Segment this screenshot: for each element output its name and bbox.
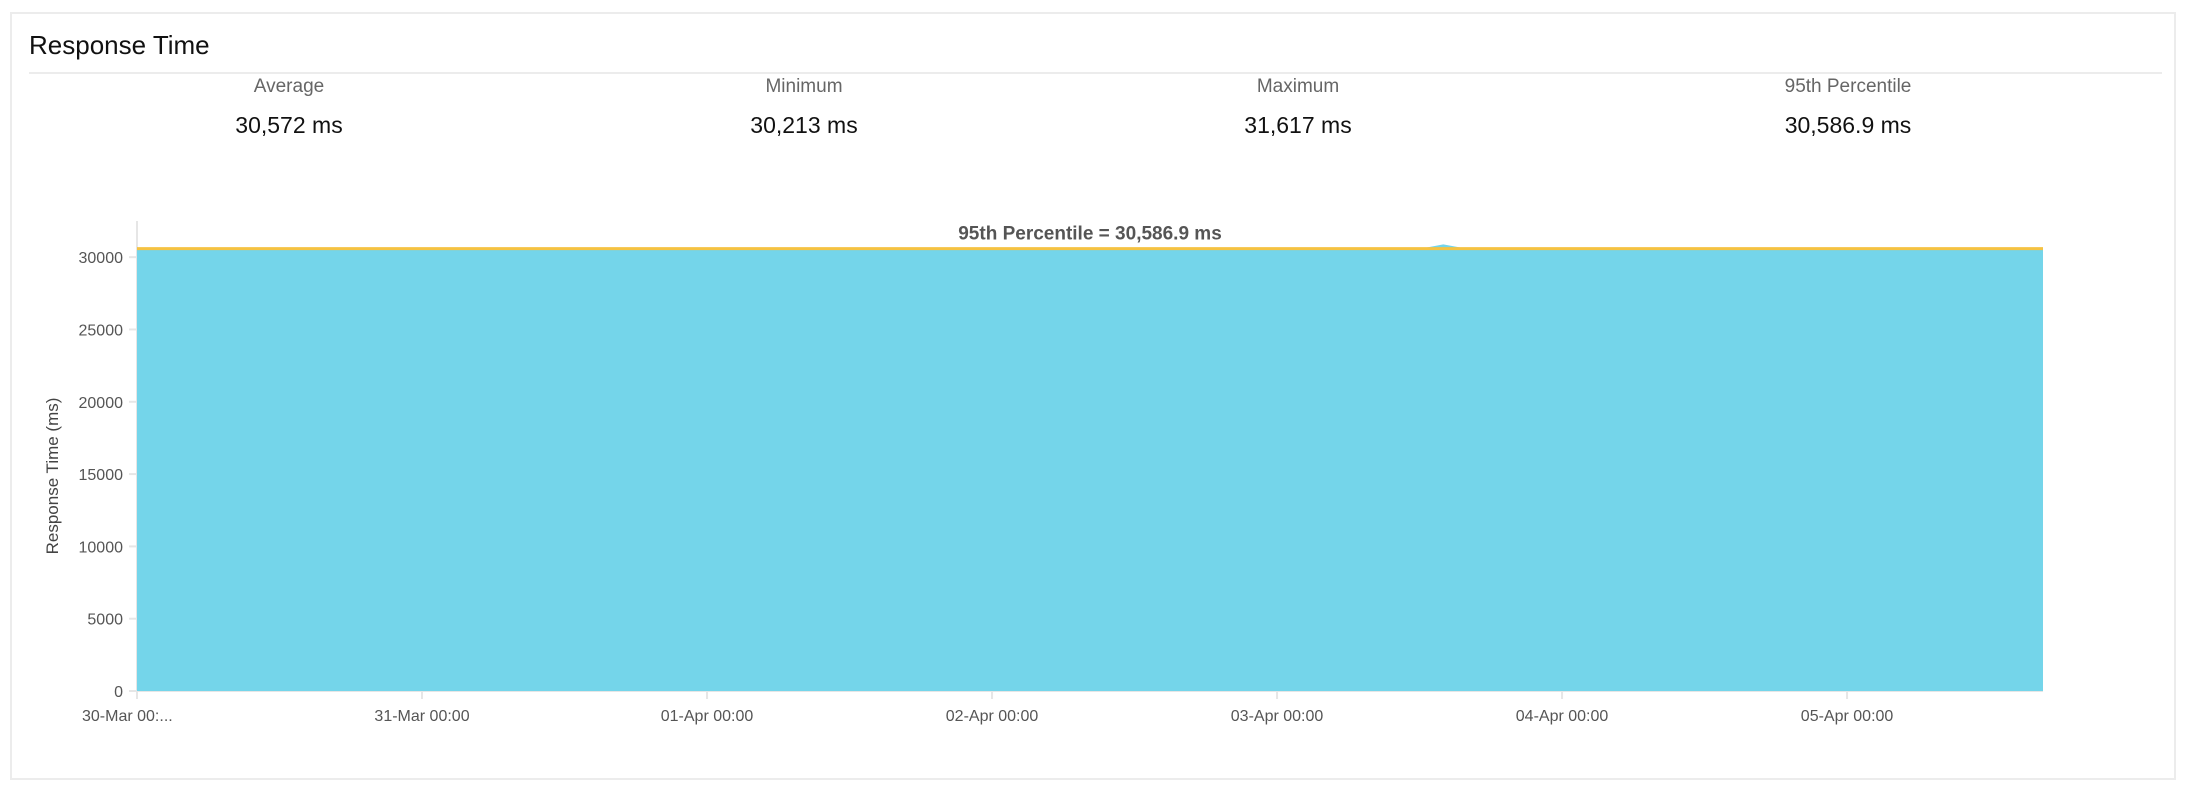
header-divider — [29, 72, 2162, 74]
stat-value: 30,572 ms — [235, 112, 343, 138]
stat-label: Minimum — [765, 76, 843, 97]
stat-label: 95th Percentile — [1784, 76, 1912, 97]
stat-95th-percentile: 95th Percentile 30,586.9 ms — [1598, 76, 2098, 139]
x-tick-label: 03-Apr 00:00 — [1231, 708, 1324, 725]
y-tick-label: 20000 — [79, 395, 124, 412]
x-tick-label: 31-Mar 00:00 — [374, 708, 469, 725]
stat-label: Average — [253, 76, 325, 97]
stat-value: 30,213 ms — [750, 112, 858, 138]
y-tick-label: 5000 — [87, 612, 123, 629]
stat-value: 30,586.9 ms — [1784, 112, 1912, 138]
y-tick-label: 15000 — [79, 467, 124, 484]
y-tick-label: 10000 — [79, 539, 124, 556]
stat-maximum: Maximum 31,617 ms — [1048, 76, 1548, 139]
y-tick-label: 30000 — [79, 250, 124, 267]
stat-value: 31,617 ms — [1244, 112, 1352, 138]
percentile-label: 95th Percentile = 30,586.9 ms — [958, 224, 1222, 245]
y-axis-label: Response Time (ms) — [43, 398, 62, 555]
x-tick-label: 05-Apr 00:00 — [1801, 708, 1894, 725]
card-title: Response Time — [29, 30, 210, 60]
y-tick-label: 0 — [114, 684, 123, 701]
x-tick-label: 30-Mar 00:... — [82, 708, 173, 725]
x-tick-label: 02-Apr 00:00 — [946, 708, 1039, 725]
stat-average: Average 30,572 ms — [39, 76, 539, 139]
area-series — [137, 244, 2043, 692]
y-tick-label: 25000 — [79, 322, 124, 339]
x-tick-label: 01-Apr 00:00 — [661, 708, 754, 725]
x-tick-label: 04-Apr 00:00 — [1516, 708, 1609, 725]
stat-minimum: Minimum 30,213 ms — [554, 76, 1054, 139]
stat-label: Maximum — [1256, 76, 1340, 97]
